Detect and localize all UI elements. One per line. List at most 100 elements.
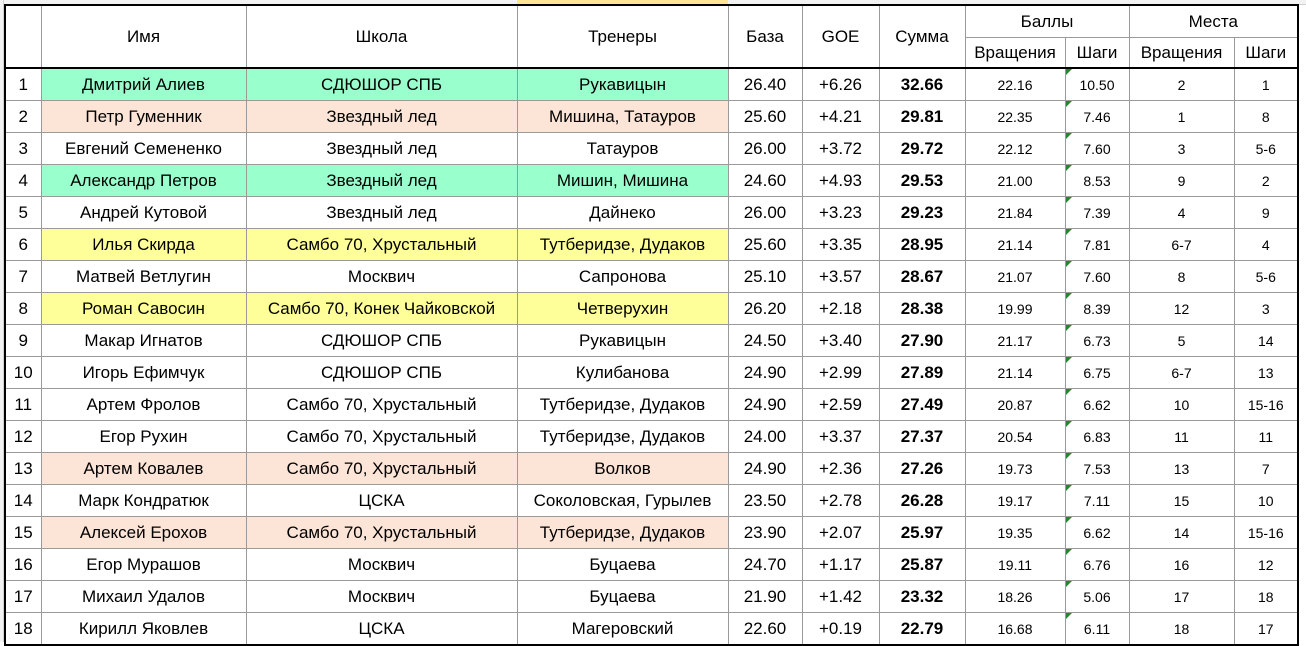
row-number-cell[interactable]: 1 [4,67,42,101]
coaches-cell[interactable]: Кулибанова [516,356,729,389]
goe-cell[interactable]: +2.78 [801,484,880,517]
goe-cell[interactable]: +3.23 [801,196,880,229]
spins-points-cell[interactable]: 22.12 [964,132,1066,165]
total-score-cell[interactable]: 32.66 [878,67,966,101]
school-cell[interactable]: ЦСКА [245,612,518,646]
steps-place-cell[interactable]: 7 [1233,452,1299,485]
school-cell[interactable]: Звездный лед [245,164,518,197]
athlete-name-cell[interactable]: Артем Фролов [40,388,247,421]
coaches-cell[interactable]: Четверухин [516,292,729,325]
steps-place-cell[interactable]: 18 [1233,580,1299,613]
steps-points-cell[interactable]: 7.39 [1064,196,1130,229]
row-number-cell[interactable]: 17 [4,580,42,613]
goe-cell[interactable]: +2.18 [801,292,880,325]
spins-place-cell[interactable]: 8 [1128,260,1235,293]
spins-points-cell[interactable]: 21.84 [964,196,1066,229]
steps-points-cell[interactable]: 6.73 [1064,324,1130,357]
steps-points-cell[interactable]: 6.11 [1064,612,1130,646]
spins-points-cell[interactable]: 21.00 [964,164,1066,197]
header-points-steps[interactable]: Шаги [1064,37,1130,69]
spins-points-cell[interactable]: 21.17 [964,324,1066,357]
base-score-cell[interactable]: 22.60 [727,612,803,646]
spins-points-cell[interactable]: 20.54 [964,420,1066,453]
steps-place-cell[interactable]: 15-16 [1233,388,1299,421]
school-cell[interactable]: СДЮШОР СПБ [245,356,518,389]
goe-cell[interactable]: +3.35 [801,228,880,261]
goe-cell[interactable]: +1.17 [801,548,880,581]
base-score-cell[interactable]: 25.60 [727,100,803,133]
coaches-cell[interactable]: Соколовская, Гурылев [516,484,729,517]
steps-place-cell[interactable]: 17 [1233,612,1299,646]
total-score-cell[interactable]: 27.89 [878,356,966,389]
row-number-cell[interactable]: 12 [4,420,42,453]
spins-points-cell[interactable]: 22.16 [964,67,1066,101]
steps-place-cell[interactable]: 5-6 [1233,260,1299,293]
steps-points-cell[interactable]: 8.53 [1064,164,1130,197]
steps-points-cell[interactable]: 10.50 [1064,67,1130,101]
steps-points-cell[interactable]: 7.60 [1064,132,1130,165]
spins-place-cell[interactable]: 6-7 [1128,356,1235,389]
row-number-cell[interactable]: 3 [4,132,42,165]
athlete-name-cell[interactable]: Михаил Удалов [40,580,247,613]
spins-points-cell[interactable]: 19.73 [964,452,1066,485]
athlete-name-cell[interactable]: Александр Петров [40,164,247,197]
header-base[interactable]: База [727,4,803,69]
steps-points-cell[interactable]: 6.76 [1064,548,1130,581]
steps-place-cell[interactable]: 9 [1233,196,1299,229]
steps-place-cell[interactable]: 15-16 [1233,516,1299,549]
base-score-cell[interactable]: 24.00 [727,420,803,453]
spins-place-cell[interactable]: 4 [1128,196,1235,229]
spins-points-cell[interactable]: 19.99 [964,292,1066,325]
school-cell[interactable]: ЦСКА [245,484,518,517]
total-score-cell[interactable]: 27.26 [878,452,966,485]
base-score-cell[interactable]: 24.50 [727,324,803,357]
goe-cell[interactable]: +2.59 [801,388,880,421]
athlete-name-cell[interactable]: Дмитрий Алиев [40,67,247,101]
spins-points-cell[interactable]: 21.14 [964,356,1066,389]
total-score-cell[interactable]: 27.90 [878,324,966,357]
athlete-name-cell[interactable]: Петр Гуменник [40,100,247,133]
spins-place-cell[interactable]: 9 [1128,164,1235,197]
row-number-cell[interactable]: 2 [4,100,42,133]
header-school[interactable]: Школа [245,4,518,69]
base-score-cell[interactable]: 25.10 [727,260,803,293]
athlete-name-cell[interactable]: Кирилл Яковлев [40,612,247,646]
spins-place-cell[interactable]: 13 [1128,452,1235,485]
total-score-cell[interactable]: 28.95 [878,228,966,261]
total-score-cell[interactable]: 28.38 [878,292,966,325]
goe-cell[interactable]: +4.93 [801,164,880,197]
goe-cell[interactable]: +0.19 [801,612,880,646]
total-score-cell[interactable]: 29.81 [878,100,966,133]
school-cell[interactable]: Звездный лед [245,132,518,165]
steps-points-cell[interactable]: 8.39 [1064,292,1130,325]
goe-cell[interactable]: +6.26 [801,67,880,101]
row-number-cell[interactable]: 7 [4,260,42,293]
steps-place-cell[interactable]: 3 [1233,292,1299,325]
total-score-cell[interactable]: 29.72 [878,132,966,165]
goe-cell[interactable]: +3.40 [801,324,880,357]
steps-place-cell[interactable]: 12 [1233,548,1299,581]
base-score-cell[interactable]: 26.20 [727,292,803,325]
steps-place-cell[interactable]: 5-6 [1233,132,1299,165]
steps-points-cell[interactable]: 7.46 [1064,100,1130,133]
steps-place-cell[interactable]: 4 [1233,228,1299,261]
spins-points-cell[interactable]: 21.07 [964,260,1066,293]
coaches-cell[interactable]: Татауров [516,132,729,165]
athlete-name-cell[interactable]: Егор Рухин [40,420,247,453]
spins-points-cell[interactable]: 19.35 [964,516,1066,549]
school-cell[interactable]: Самбо 70, Конек Чайковской [245,292,518,325]
spins-points-cell[interactable]: 19.17 [964,484,1066,517]
base-score-cell[interactable]: 24.60 [727,164,803,197]
athlete-name-cell[interactable]: Матвей Ветлугин [40,260,247,293]
base-score-cell[interactable]: 24.70 [727,548,803,581]
athlete-name-cell[interactable]: Илья Скирда [40,228,247,261]
school-cell[interactable]: Москвич [245,548,518,581]
base-score-cell[interactable]: 23.50 [727,484,803,517]
coaches-cell[interactable]: Сапронова [516,260,729,293]
total-score-cell[interactable]: 22.79 [878,612,966,646]
spins-points-cell[interactable]: 19.11 [964,548,1066,581]
spins-points-cell[interactable]: 22.35 [964,100,1066,133]
total-score-cell[interactable]: 28.67 [878,260,966,293]
header-places[interactable]: Места [1128,4,1299,38]
steps-points-cell[interactable]: 6.83 [1064,420,1130,453]
